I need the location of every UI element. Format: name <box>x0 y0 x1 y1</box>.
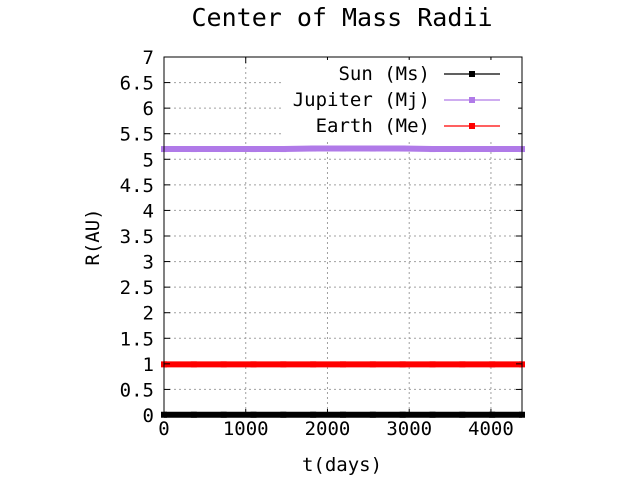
y-tick-label: 3 <box>143 252 154 274</box>
x-tick-label: 1000 <box>223 418 269 440</box>
y-tick-label: 6 <box>143 98 154 120</box>
series-layer <box>161 145 525 418</box>
y-tick-label: 4.5 <box>120 175 154 197</box>
data-point-jupiter-mj <box>489 146 496 153</box>
y-tick-label: 6.5 <box>120 73 154 95</box>
data-point-jupiter-mj <box>459 146 466 153</box>
data-point-jupiter-mj <box>220 146 227 153</box>
legend-label: Sun (Ms) <box>338 63 430 85</box>
y-tick-label: 1 <box>143 354 154 376</box>
data-point-jupiter-mj <box>399 145 406 152</box>
data-point-earth-me <box>220 361 227 368</box>
x-axis-label: t(days) <box>302 454 382 476</box>
chart-title: Center of Mass Radii <box>191 3 492 32</box>
data-point-jupiter-mj <box>280 146 287 153</box>
y-tick-label: 7 <box>143 47 154 69</box>
data-point-jupiter-mj <box>250 146 257 153</box>
data-point-jupiter-mj <box>190 146 197 153</box>
y-tick-label: 2 <box>143 303 154 325</box>
y-tick-label: 4 <box>143 200 154 222</box>
legend: Sun (Ms) Jupiter (Mj) Earth (Me) <box>282 60 518 140</box>
data-point-earth-me <box>459 361 466 368</box>
data-point-jupiter-mj <box>369 145 376 152</box>
x-tick-label: 2000 <box>305 418 351 440</box>
data-point-jupiter-mj <box>429 146 436 153</box>
data-point-earth-me <box>280 361 287 368</box>
axis-ticks: 0 1000 2000 3000 400000.511.522.533.544.555.… <box>120 47 522 440</box>
y-tick-label: 0.5 <box>120 379 154 401</box>
y-tick-label: 3.5 <box>120 226 154 248</box>
data-point-earth-me <box>250 361 257 368</box>
y-tick-label: 0 <box>143 405 154 427</box>
data-point-earth-me <box>369 361 376 368</box>
data-point-jupiter-mj <box>340 145 346 152</box>
y-tick-label: 2.5 <box>120 277 154 299</box>
data-point-earth-me <box>489 361 496 368</box>
legend-swatch-marker <box>469 123 475 129</box>
data-point-earth-me <box>340 361 346 368</box>
y-axis-label: R(AU) <box>82 208 104 265</box>
legend-label: Jupiter (Mj) <box>293 89 430 111</box>
legend-label: Earth (Me) <box>316 115 430 137</box>
x-tick-label: 0 <box>158 418 169 440</box>
data-point-earth-me <box>190 361 197 368</box>
data-point-earth-me <box>429 361 436 368</box>
data-point-earth-me <box>399 361 406 368</box>
legend-swatch-marker <box>469 71 475 77</box>
data-point-jupiter-mj <box>310 145 317 152</box>
y-tick-label: 5.5 <box>120 124 154 146</box>
x-tick-label: 4000 <box>468 418 514 440</box>
y-tick-label: 1.5 <box>120 328 154 350</box>
x-tick-label: 3000 <box>386 418 432 440</box>
data-point-earth-me <box>310 361 317 368</box>
y-tick-label: 5 <box>143 149 154 171</box>
legend-swatch-marker <box>469 97 475 103</box>
